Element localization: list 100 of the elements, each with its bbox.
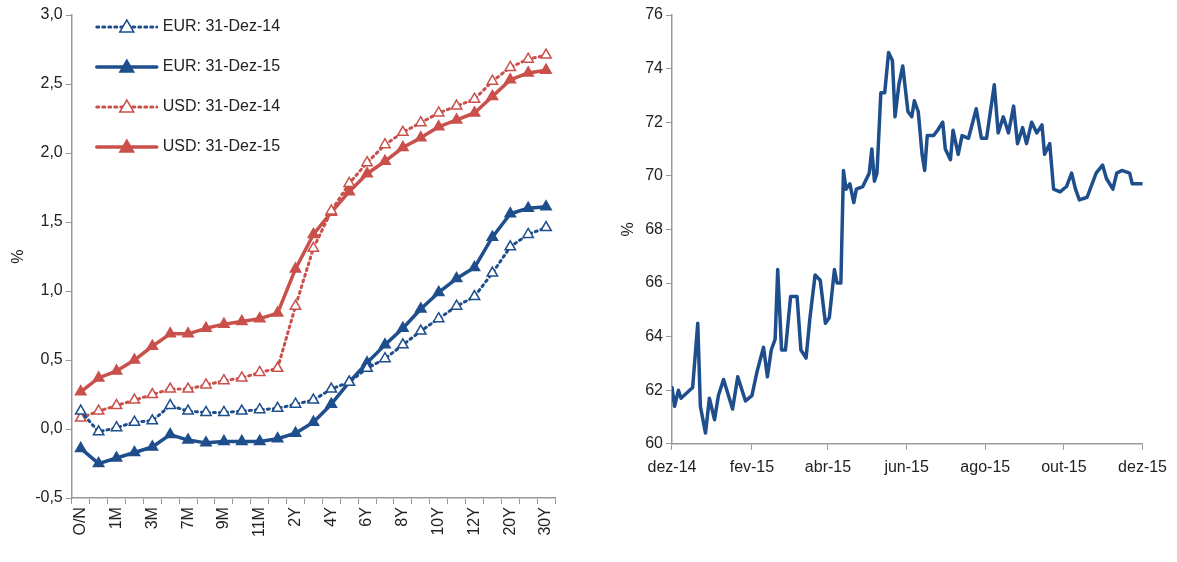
x-tick-label: 4Y xyxy=(321,506,339,527)
x-tick-label: dez-15 xyxy=(1118,457,1168,475)
point xyxy=(217,317,230,328)
point xyxy=(74,404,87,415)
y-tick-label: 1,0 xyxy=(40,281,63,299)
point xyxy=(200,321,212,333)
point xyxy=(235,434,248,446)
point xyxy=(217,434,230,446)
point xyxy=(182,382,195,393)
x-tick-label: fev-15 xyxy=(729,457,775,475)
point xyxy=(540,200,552,211)
point xyxy=(110,451,123,462)
point xyxy=(307,415,320,426)
x-tick-label: 30Y xyxy=(536,506,554,536)
point xyxy=(289,426,302,437)
point xyxy=(504,240,517,251)
point xyxy=(74,441,87,453)
x-tick-label: O/N xyxy=(71,507,89,536)
point xyxy=(522,201,535,212)
point xyxy=(379,351,391,363)
point xyxy=(128,353,141,364)
point xyxy=(450,99,463,110)
x-tick-label: jun-15 xyxy=(883,457,929,475)
x-tick-label: 11M xyxy=(250,507,268,537)
point xyxy=(414,131,427,142)
point xyxy=(432,311,445,323)
point xyxy=(307,227,320,239)
y-tick-label: 0,0 xyxy=(40,419,63,437)
legend-label: EUR: 31-Dez-15 xyxy=(162,57,281,75)
point xyxy=(468,92,481,103)
point xyxy=(74,385,87,396)
y-tick-label: 70 xyxy=(645,166,664,184)
x-tick-label: 6Y xyxy=(357,506,375,527)
point xyxy=(432,285,445,297)
point xyxy=(379,154,391,166)
point xyxy=(110,420,123,432)
point xyxy=(432,106,445,117)
point xyxy=(486,230,499,241)
point xyxy=(253,311,266,323)
point xyxy=(379,338,391,349)
point xyxy=(271,361,284,373)
point xyxy=(522,227,535,239)
point xyxy=(110,364,123,375)
point xyxy=(271,431,284,443)
point xyxy=(522,66,535,77)
x-tick-label: ago-15 xyxy=(960,457,1011,475)
point xyxy=(450,271,463,283)
y-tick-label: 76 xyxy=(645,5,664,23)
point xyxy=(271,401,284,413)
x-tick-label: abr-15 xyxy=(804,457,852,475)
point xyxy=(217,405,230,417)
point xyxy=(325,382,338,393)
point xyxy=(128,393,141,404)
x-tick-label: 9M xyxy=(214,507,232,530)
x-tick-label: 12Y xyxy=(464,506,482,536)
point xyxy=(468,106,481,117)
point xyxy=(468,289,481,301)
point xyxy=(486,89,499,101)
x-tick-label: 1M xyxy=(106,507,124,530)
point xyxy=(164,327,177,338)
point xyxy=(379,137,391,149)
point xyxy=(110,398,123,410)
point xyxy=(396,125,409,137)
y-tick-label: 62 xyxy=(645,380,664,398)
point xyxy=(540,220,552,232)
point xyxy=(235,404,248,415)
y-tick-label: 3,0 xyxy=(40,5,63,23)
point xyxy=(200,405,212,417)
point xyxy=(182,327,195,338)
point xyxy=(361,155,374,167)
y-tick-label: 2,0 xyxy=(40,143,63,161)
point xyxy=(396,140,409,152)
point xyxy=(432,120,445,131)
point xyxy=(289,299,302,310)
point xyxy=(200,378,212,389)
y-tick-label: 64 xyxy=(645,327,664,345)
point xyxy=(289,397,302,408)
x-tick-label: 7M xyxy=(178,507,196,530)
point xyxy=(146,387,159,399)
x-tick-label: 10Y xyxy=(429,506,447,536)
point xyxy=(540,63,552,74)
point xyxy=(289,262,302,273)
x-tick-label: 2Y xyxy=(285,506,303,527)
x-tick-label: 20Y xyxy=(500,506,518,536)
point xyxy=(361,166,374,178)
point xyxy=(182,404,195,415)
point xyxy=(164,398,177,410)
y-tick-label: 72 xyxy=(645,112,664,130)
legend-label: USD: 31-Dez-14 xyxy=(162,97,281,115)
x-tick-label: 3M xyxy=(142,507,160,530)
point xyxy=(253,365,266,377)
point xyxy=(414,302,427,313)
x-tick-label: out-15 xyxy=(1041,457,1087,475)
point xyxy=(540,48,552,59)
point xyxy=(396,338,409,349)
point xyxy=(164,382,177,393)
point xyxy=(307,393,320,404)
y-tick-label: 60 xyxy=(645,434,664,452)
point xyxy=(396,321,409,333)
y-tick-label: 66 xyxy=(645,273,664,291)
